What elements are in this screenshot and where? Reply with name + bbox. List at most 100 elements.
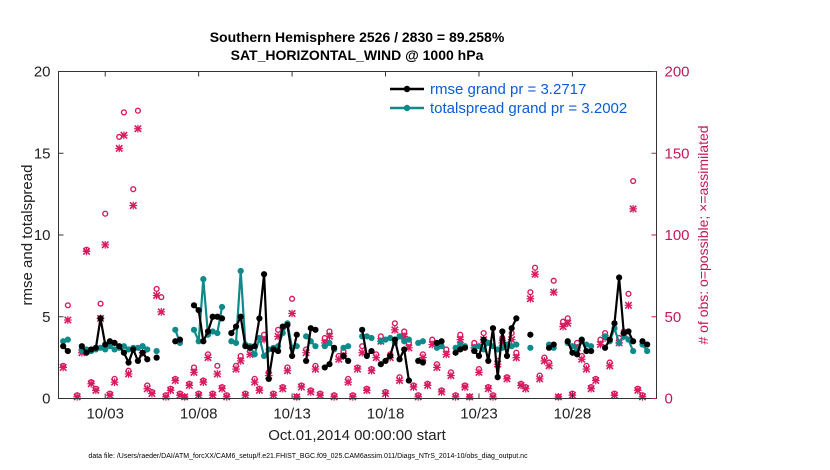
rmse-point [415, 357, 422, 364]
obs-assimilated-point [218, 384, 226, 393]
obs-assimilated-point [171, 376, 180, 385]
spread-point [326, 339, 333, 347]
obs-assimilated-point [535, 375, 544, 383]
spread-point [251, 351, 258, 358]
obs-assimilated-point [292, 393, 301, 401]
y-tick-label-left: 0 [42, 391, 50, 408]
rmse-point [499, 328, 506, 335]
x-tick-label: 10/13 [273, 406, 311, 423]
spread-point [260, 352, 268, 360]
rmse-point [545, 344, 553, 351]
y-axis-label-left: rmse and totalspread [19, 165, 36, 306]
obs-assimilated-point [484, 384, 493, 393]
rmse-point [195, 307, 202, 314]
rmse-point [578, 336, 585, 343]
y-tick-label-right: 100 [665, 227, 690, 244]
rmse-point [274, 347, 282, 355]
obs-possible-point [64, 302, 71, 309]
obs-possible-point [391, 320, 398, 327]
chart-title: Southern Hemisphere 2526 / 2830 = 89.258… [210, 29, 505, 45]
obs-assimilated-point [269, 391, 278, 400]
rmse-point [513, 315, 520, 322]
obs-assimilated-point [283, 366, 292, 375]
y-axis-label-right: # of obs: o=possible; ×=assimilated [695, 125, 711, 344]
spread-point [200, 276, 207, 283]
spread-point [527, 344, 534, 351]
rmse-point [251, 343, 258, 350]
x-tick-label: 10/03 [86, 406, 124, 423]
obs-assimilated-point [610, 391, 619, 400]
spread-point [457, 341, 464, 348]
rmse-point [265, 375, 272, 382]
spread-point [602, 333, 609, 340]
rmse-point [639, 338, 646, 345]
rmse-point [391, 336, 398, 343]
spread-point [644, 347, 651, 355]
rmse-point [382, 357, 389, 364]
spread-point [303, 333, 310, 340]
spread-point [214, 330, 221, 337]
data-file-footnote: data file: /Users/raeder/DAI/ATM_forcXX/… [88, 453, 528, 460]
rmse-point [116, 343, 123, 350]
rmse-point [616, 274, 623, 281]
rmse-point [204, 328, 212, 335]
obs-assimilated-point [92, 386, 100, 395]
obs-assimilated-point [348, 393, 357, 401]
obs-possible-point [480, 330, 487, 337]
x-tick-label: 10/08 [180, 406, 218, 423]
obs-assimilated-point [232, 365, 240, 373]
spread-point [625, 336, 632, 343]
rmse-point [256, 315, 263, 322]
rmse-point [144, 356, 151, 363]
obs-assimilated-point [148, 389, 156, 398]
obs-assimilated-point [278, 384, 287, 393]
y-tick-label-right: 50 [665, 309, 682, 326]
obs-assimilated-point [521, 384, 530, 393]
obs-assimilated-point [367, 366, 376, 375]
obs-assimilated-point [180, 393, 189, 401]
chart-subtitle: SAT_HORIZONTAL_WIND @ 1000 hPa [231, 47, 484, 63]
spread-point [120, 343, 128, 350]
obs-assimilated-point [255, 386, 264, 395]
obs-assimilated-point [447, 371, 455, 380]
rmse-point [377, 361, 384, 368]
obs-assimilated-point [517, 381, 525, 390]
rmse-point [312, 326, 319, 333]
rmse-point [64, 347, 71, 355]
rmse-point [153, 354, 160, 361]
spread-point [396, 333, 403, 340]
obs-assimilated-point [512, 353, 521, 362]
spread-point [312, 343, 319, 350]
rmse-point [209, 313, 216, 320]
obs-assimilated-point [353, 365, 362, 373]
obs-assimilated-point [190, 368, 198, 377]
obs-assimilated-point [306, 388, 315, 396]
spread-point [125, 346, 132, 353]
y-tick-label-left: 5 [42, 309, 50, 326]
obs-assimilated-point [605, 361, 614, 370]
rmse-point [340, 352, 347, 360]
obs-assimilated-point [344, 378, 352, 386]
obs-assimilated-point [437, 388, 446, 396]
rmse-point [396, 356, 403, 363]
obs-assimilated-point [582, 365, 591, 373]
rmse-point [452, 349, 459, 356]
obs-possible-point [102, 210, 109, 217]
obs-possible-point [531, 264, 539, 271]
obs-assimilated-point [162, 393, 170, 401]
obs-assimilated-point [451, 393, 460, 401]
obs-assimilated-point [241, 391, 250, 400]
rmse-point [237, 313, 244, 320]
obs-assimilated-point [423, 381, 432, 390]
rmse-point [508, 325, 515, 332]
spread-point [345, 343, 352, 350]
obs-possible-point [274, 326, 282, 333]
rmse-point [569, 349, 576, 356]
spread-point [195, 338, 202, 345]
spread-point [134, 344, 142, 351]
spread-point [64, 336, 71, 343]
rmse-point [102, 341, 109, 348]
obs-assimilated-point [204, 353, 212, 362]
y-tick-label-right: 200 [665, 64, 690, 81]
rmse-point [270, 346, 277, 353]
